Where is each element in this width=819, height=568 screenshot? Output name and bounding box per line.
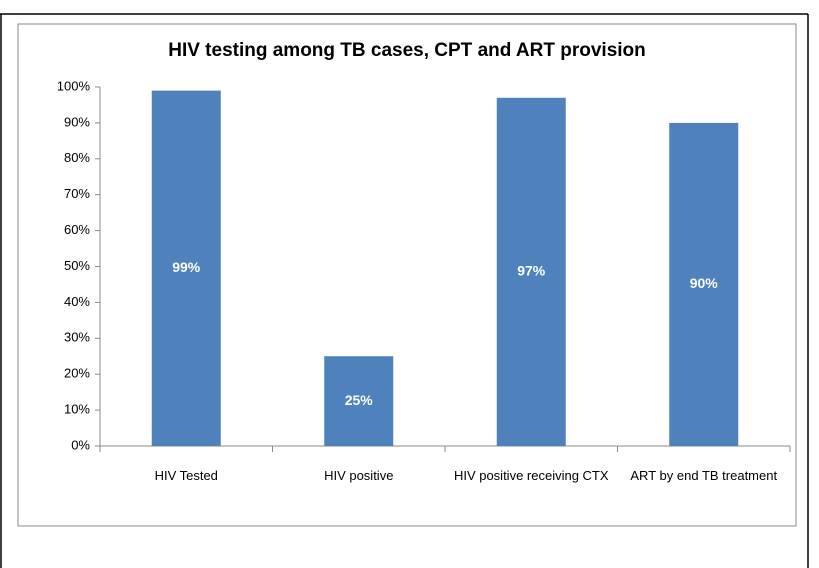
y-tick-label: 40%	[64, 294, 90, 309]
bar	[151, 90, 221, 446]
y-tick-label: 30%	[64, 330, 90, 345]
data-label: 97%	[517, 263, 546, 279]
y-tick-label: 0%	[71, 437, 90, 452]
bar	[324, 356, 394, 446]
y-tick-label: 70%	[64, 186, 90, 201]
y-tick-label: 100%	[57, 78, 91, 93]
bar	[669, 122, 739, 447]
chart-border	[17, 23, 797, 527]
y-tick-label: 20%	[64, 366, 90, 381]
y-tick-label: 50%	[64, 258, 90, 273]
bar	[496, 97, 566, 447]
y-tick-label: 90%	[64, 114, 90, 129]
y-tick-label: 10%	[64, 402, 90, 417]
y-tick-label: 60%	[64, 222, 90, 237]
data-label: 25%	[345, 392, 374, 408]
x-tick-label: HIV positive	[324, 468, 394, 483]
data-label: 90%	[690, 275, 719, 291]
x-tick-label: HIV positive receiving CTX	[453, 468, 609, 483]
data-label: 99%	[172, 259, 201, 275]
x-tick-label: HIV Tested	[154, 468, 218, 483]
chart-title: HIV testing among TB cases, CPT and ART …	[168, 40, 646, 61]
y-tick-label: 80%	[64, 150, 90, 165]
x-tick-label: ART by end TB treatment	[630, 468, 778, 483]
